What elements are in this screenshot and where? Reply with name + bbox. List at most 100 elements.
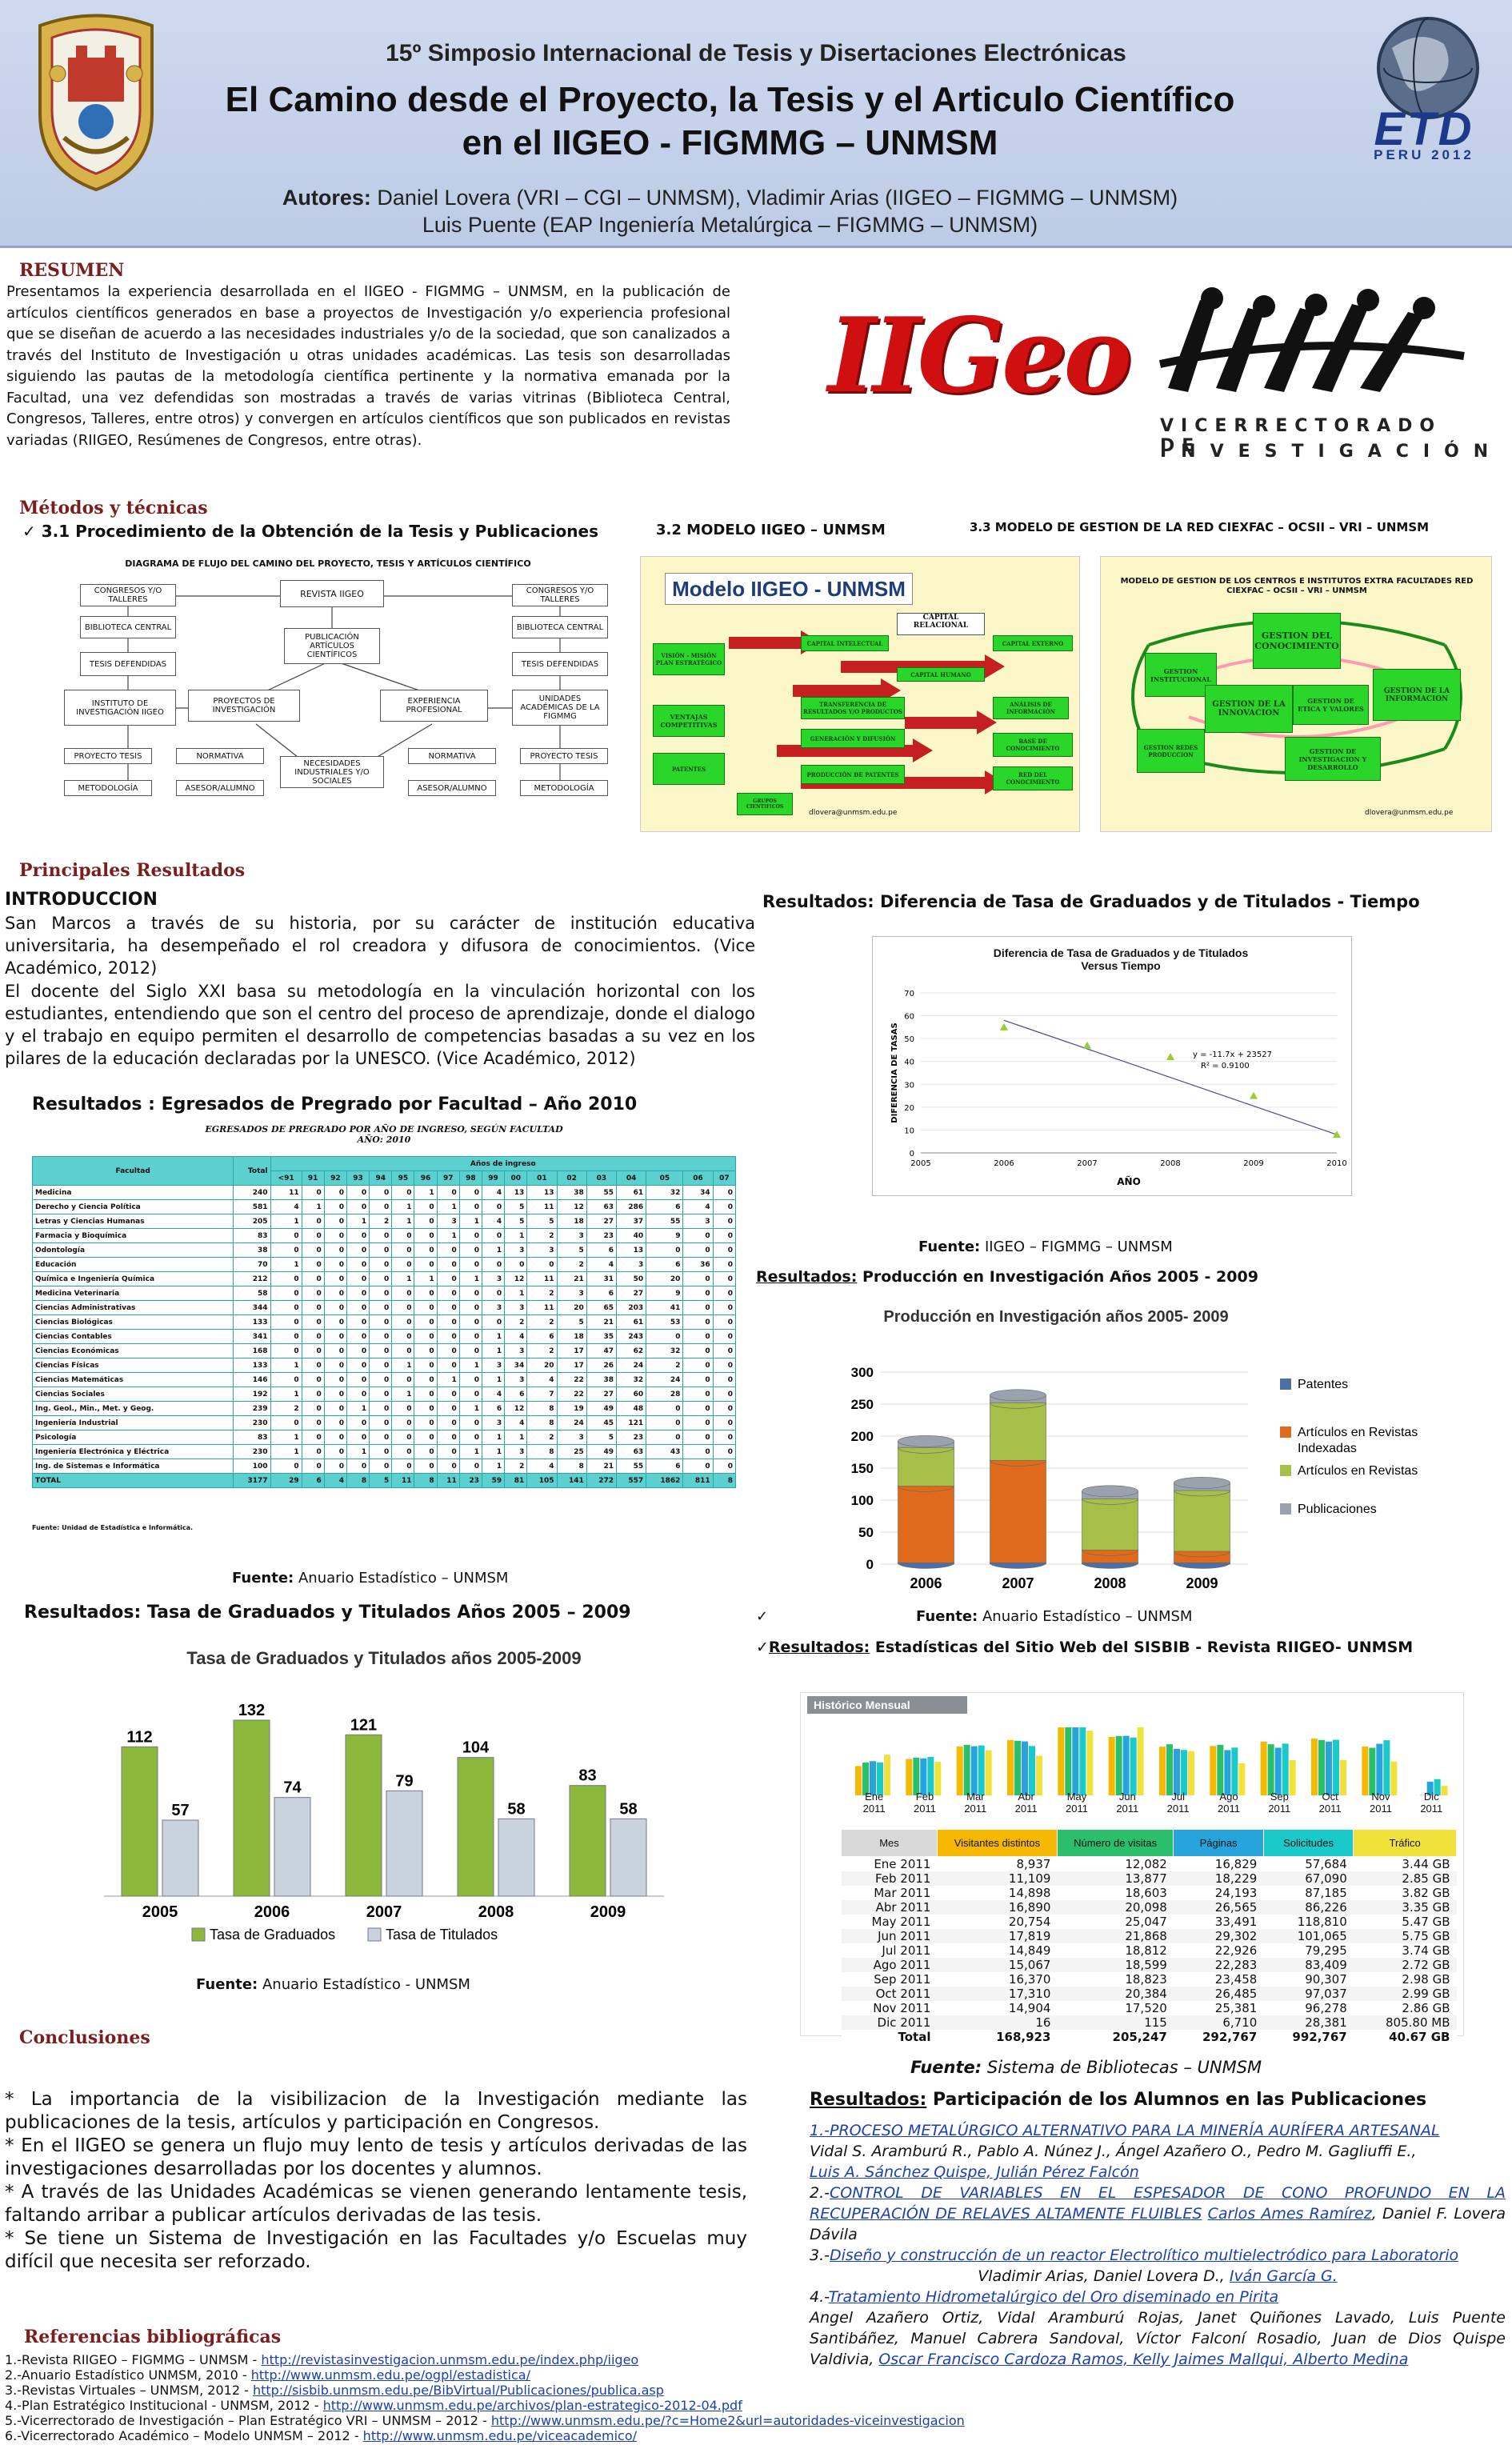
table-cell: 0 (712, 1315, 737, 1330)
table-cell: 0 (346, 1415, 370, 1431)
tasa-chart: Tasa de Graduados y Titulados años 2005-… (72, 1632, 696, 1952)
x-tick-label: 2008 (1094, 1575, 1126, 1591)
y-tick-label: 70 (904, 990, 914, 998)
publication-link-3[interactable]: Diseño y construcción de un reactor Elec… (829, 2247, 1459, 2264)
flow-biblioteca-left: BIBLIOTECA CENTRAL (80, 616, 176, 638)
table-cell: 22,926 (1173, 1943, 1264, 1958)
bar (1362, 1746, 1369, 1795)
sisbib-heading-text: Estadísticas del Sitio Web del SISBIB - … (870, 1639, 1414, 1656)
year-header: 05 (646, 1170, 684, 1186)
year-header: 94 (369, 1170, 393, 1186)
sisbib-fuente-label: Fuente: (910, 2058, 982, 2077)
tasa-chart-plot: 112 57 2005 132 74 2006 121 79 2007 104 58 2008 83 58… (104, 1680, 664, 1943)
table-cell: 4 (504, 1329, 528, 1344)
reference-link[interactable]: http://www.unmsm.edu.pe/?c=Home2&url=aut… (490, 2413, 965, 2428)
red-email: dlovera@unmsm.edu.pe (1365, 809, 1454, 817)
table-cell: 0 (458, 1199, 482, 1214)
modelo-patentes: PATENTES (653, 753, 725, 785)
publication-1-authors-linked[interactable]: Luis A. Sánchez Quispe, Julián Pérez Fal… (810, 2163, 1139, 2181)
publication-link-2[interactable]: CONTROL DE VARIABLES EN EL ESPESADOR DE … (810, 2184, 1506, 2223)
table-cell: 8 (526, 1401, 558, 1416)
x-tick-label: 2009 (1186, 1575, 1218, 1591)
table-cell: 0 (682, 1286, 714, 1301)
bar (906, 1759, 913, 1795)
table-cell: 1 (270, 1358, 302, 1373)
table-header: Visitantes distintos (936, 1829, 1058, 1857)
month-label: May 2011 (1066, 1791, 1088, 1815)
y-tick-label: 300 (851, 1365, 874, 1380)
publication-2-authors-linked[interactable]: Carlos Ames Ramírez (1207, 2205, 1372, 2223)
table-cell: 31 (586, 1271, 617, 1287)
table-cell: 0 (436, 1343, 460, 1359)
year-header: 99 (481, 1170, 506, 1186)
bar (956, 1746, 963, 1795)
reference-link[interactable]: http://www.unmsm.edu.pe/archivos/plan-es… (322, 2398, 742, 2413)
bar (1231, 1747, 1238, 1795)
bar (1267, 1744, 1274, 1795)
table-row: Química e Ingeniería Química 212 0 0 0 0 0 1 1 0 1… (31, 1271, 737, 1287)
table-cell: 20,098 (1057, 1900, 1174, 1915)
publication-link-1[interactable]: 1.-PROCESO METALÚRGICO ALTERNATIVO PARA … (810, 2122, 1440, 2139)
year-header: 98 (458, 1170, 482, 1186)
table-cell: 8 (526, 1415, 558, 1431)
table-cell: 4 (682, 1199, 714, 1214)
table-row: Ingeniería Industrial 230 0 0 0 0 0 0 0 0 0 3 4 8 24 45… (31, 1415, 737, 1431)
reference-link[interactable]: http://www.unmsm.edu.pe/ogpl/estadistica… (250, 2367, 530, 2383)
table-cell: 1 (458, 1214, 482, 1229)
table-cell: 0 (391, 1343, 415, 1359)
table-cell: 5 (586, 1430, 617, 1445)
red-gestion-etica: GESTION DE ETICA Y VALORES (1293, 685, 1369, 725)
table-cell: 1 (481, 1343, 506, 1359)
table-cell: 0 (458, 1228, 482, 1243)
table-cell: 13 (615, 1243, 647, 1258)
table-row: Ciencias Matemáticas 146 0 0 0 0 0 0 0 1 0 1 3 4 22 38 3… (31, 1372, 737, 1387)
authors-line1: Autores: Daniel Lovera (VRI – CGI – UNMS… (192, 186, 1268, 210)
col-facultad: Facultad (31, 1156, 234, 1186)
table-cell: 20 (646, 1271, 684, 1287)
publication-4-authors-linked[interactable]: Oscar Francisco Cardoza Ramos, Kelly Jai… (878, 2351, 1409, 2368)
bar (1390, 1761, 1398, 1795)
table-row: Medicina 240 11 0 0 0 0 0 1 0 0 4 13 13 38 55 61 32 34 0 (31, 1185, 737, 1200)
flow-instituto: INSTITUTO DE INVESTIGACIÓN IIGEO (64, 690, 176, 726)
table-cell: 59 (481, 1473, 506, 1488)
table-cell: 168,923 (937, 2030, 1058, 2044)
reference-link[interactable]: http://revistasinvestigacion.unmsm.edu.p… (261, 2352, 639, 2367)
table-cell: 0 (712, 1300, 737, 1315)
table-cell: 16,829 (1173, 1856, 1264, 1871)
table-cell: 4 (586, 1257, 617, 1272)
table-cell: 0 (682, 1415, 714, 1431)
table-cell: 1 (436, 1199, 460, 1214)
table-cell: 36 (682, 1257, 714, 1272)
table-row: Ciencias Físicas 133 1 0 0 0 0 1 0 0 1 3 34 20 17 26 24 2… (31, 1358, 737, 1373)
flow-tesis-left: TESIS DEFENDIDAS (80, 652, 176, 676)
red-title: MODELO DE GESTION DE LOS CENTROS E INSTI… (1120, 577, 1474, 595)
table-cell: 5 (504, 1214, 528, 1229)
table-cell: 26,485 (1173, 1987, 1264, 2001)
table-cell: 18,812 (1057, 1943, 1174, 1958)
table-cell: 0 (301, 1300, 325, 1315)
table-cell: 24 (646, 1372, 684, 1387)
table-cell: 105 (526, 1473, 558, 1488)
table-cell: 27 (615, 1286, 647, 1301)
table-cell: 0 (369, 1444, 393, 1459)
bar (1130, 1737, 1137, 1795)
legend-swatch (191, 1927, 206, 1942)
table-cell: 212 (233, 1271, 271, 1287)
table-cell: 3 (504, 1243, 528, 1258)
table-cell: 1 (414, 1185, 438, 1200)
table-cell: 6 (526, 1329, 558, 1344)
bar (934, 1761, 942, 1795)
tasa-heading: Resultados: Tasa de Graduados y Titulado… (24, 1603, 631, 1623)
reference-link[interactable]: http://www.unmsm.edu.pe/viceacademico/ (362, 2428, 638, 2443)
reference-link[interactable]: http://sisbib.unmsm.edu.pe/BibVirtual/Pu… (252, 2383, 664, 2398)
bar (1122, 1735, 1130, 1795)
table-cell: 0 (346, 1228, 370, 1243)
publication-3-authors-linked[interactable]: Iván García G. (1229, 2267, 1338, 2285)
bar (162, 1819, 199, 1897)
table-cell: 22 (556, 1372, 587, 1387)
table-cell: 20 (526, 1358, 558, 1373)
table-cell: 0 (481, 1199, 506, 1214)
publication-link-4[interactable]: Tratamiento Hidrometalúrgico del Oro dis… (828, 2288, 1279, 2306)
modelo-analisis: ANÁLISIS DE INFORMACIÓN (993, 697, 1069, 719)
bar (1274, 1747, 1282, 1795)
